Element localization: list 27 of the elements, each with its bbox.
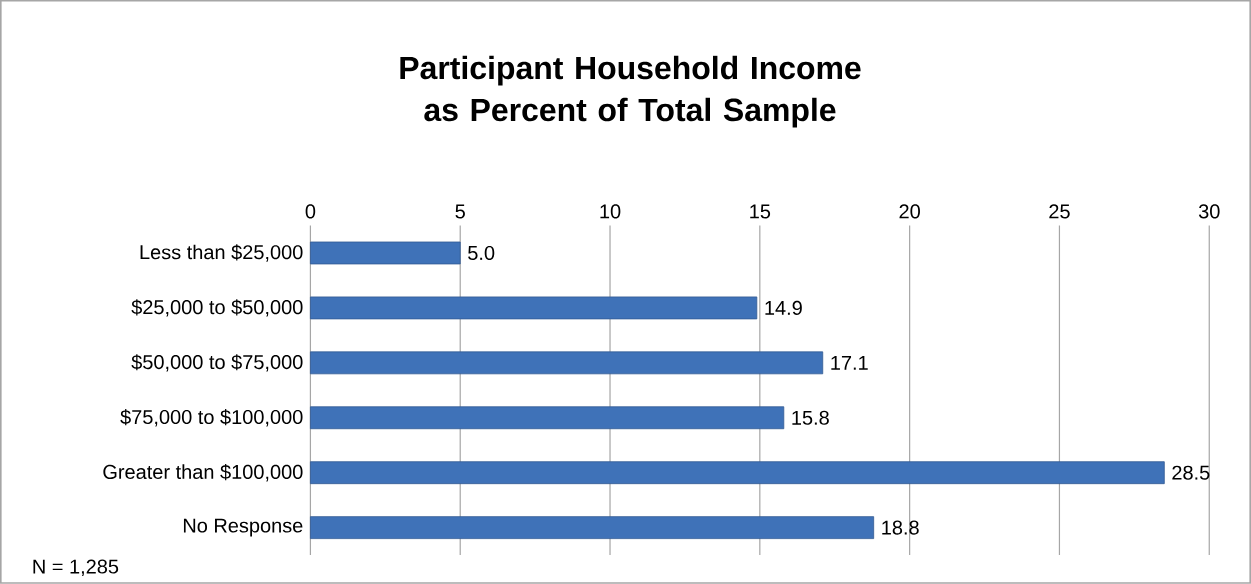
data-label: 18.8: [882, 520, 919, 535]
bar: [310, 351, 824, 375]
data-label: 14.9: [765, 300, 802, 316]
data-label: 5.0: [468, 246, 495, 261]
bar: [310, 406, 785, 430]
bar: [310, 241, 461, 265]
x-tick-label: 10: [600, 204, 621, 219]
x-tick-label: 0: [305, 204, 316, 219]
y-tick-label: Less than $25,000: [140, 244, 303, 262]
bar: [310, 461, 1165, 485]
x-tick-label: 5: [455, 204, 465, 219]
y-tick-label: No Response: [183, 518, 303, 537]
x-tick-label: 30: [1198, 204, 1220, 219]
data-label: 17.1: [831, 356, 868, 370]
text: N = 1,285: [33, 559, 119, 577]
x-tick-label: 20: [899, 204, 920, 219]
data-label: 15.8: [792, 410, 829, 425]
chart-title: Participant Household Income as Percent of Total Sample: [400, 55, 861, 128]
x-tick-label: 15: [750, 204, 771, 219]
data-label: 28.5: [1172, 465, 1210, 480]
bar: [310, 516, 875, 540]
y-tick-label: $50,000 to $75,000: [131, 354, 303, 372]
y-tick-label: $75,000 to $100,000: [120, 409, 303, 427]
y-tick-label: $25,000 to $50,000: [131, 299, 303, 317]
x-tick-label: 25: [1049, 204, 1070, 219]
bar: [310, 296, 758, 320]
y-tick-label: Greater than $100,000: [103, 464, 303, 482]
